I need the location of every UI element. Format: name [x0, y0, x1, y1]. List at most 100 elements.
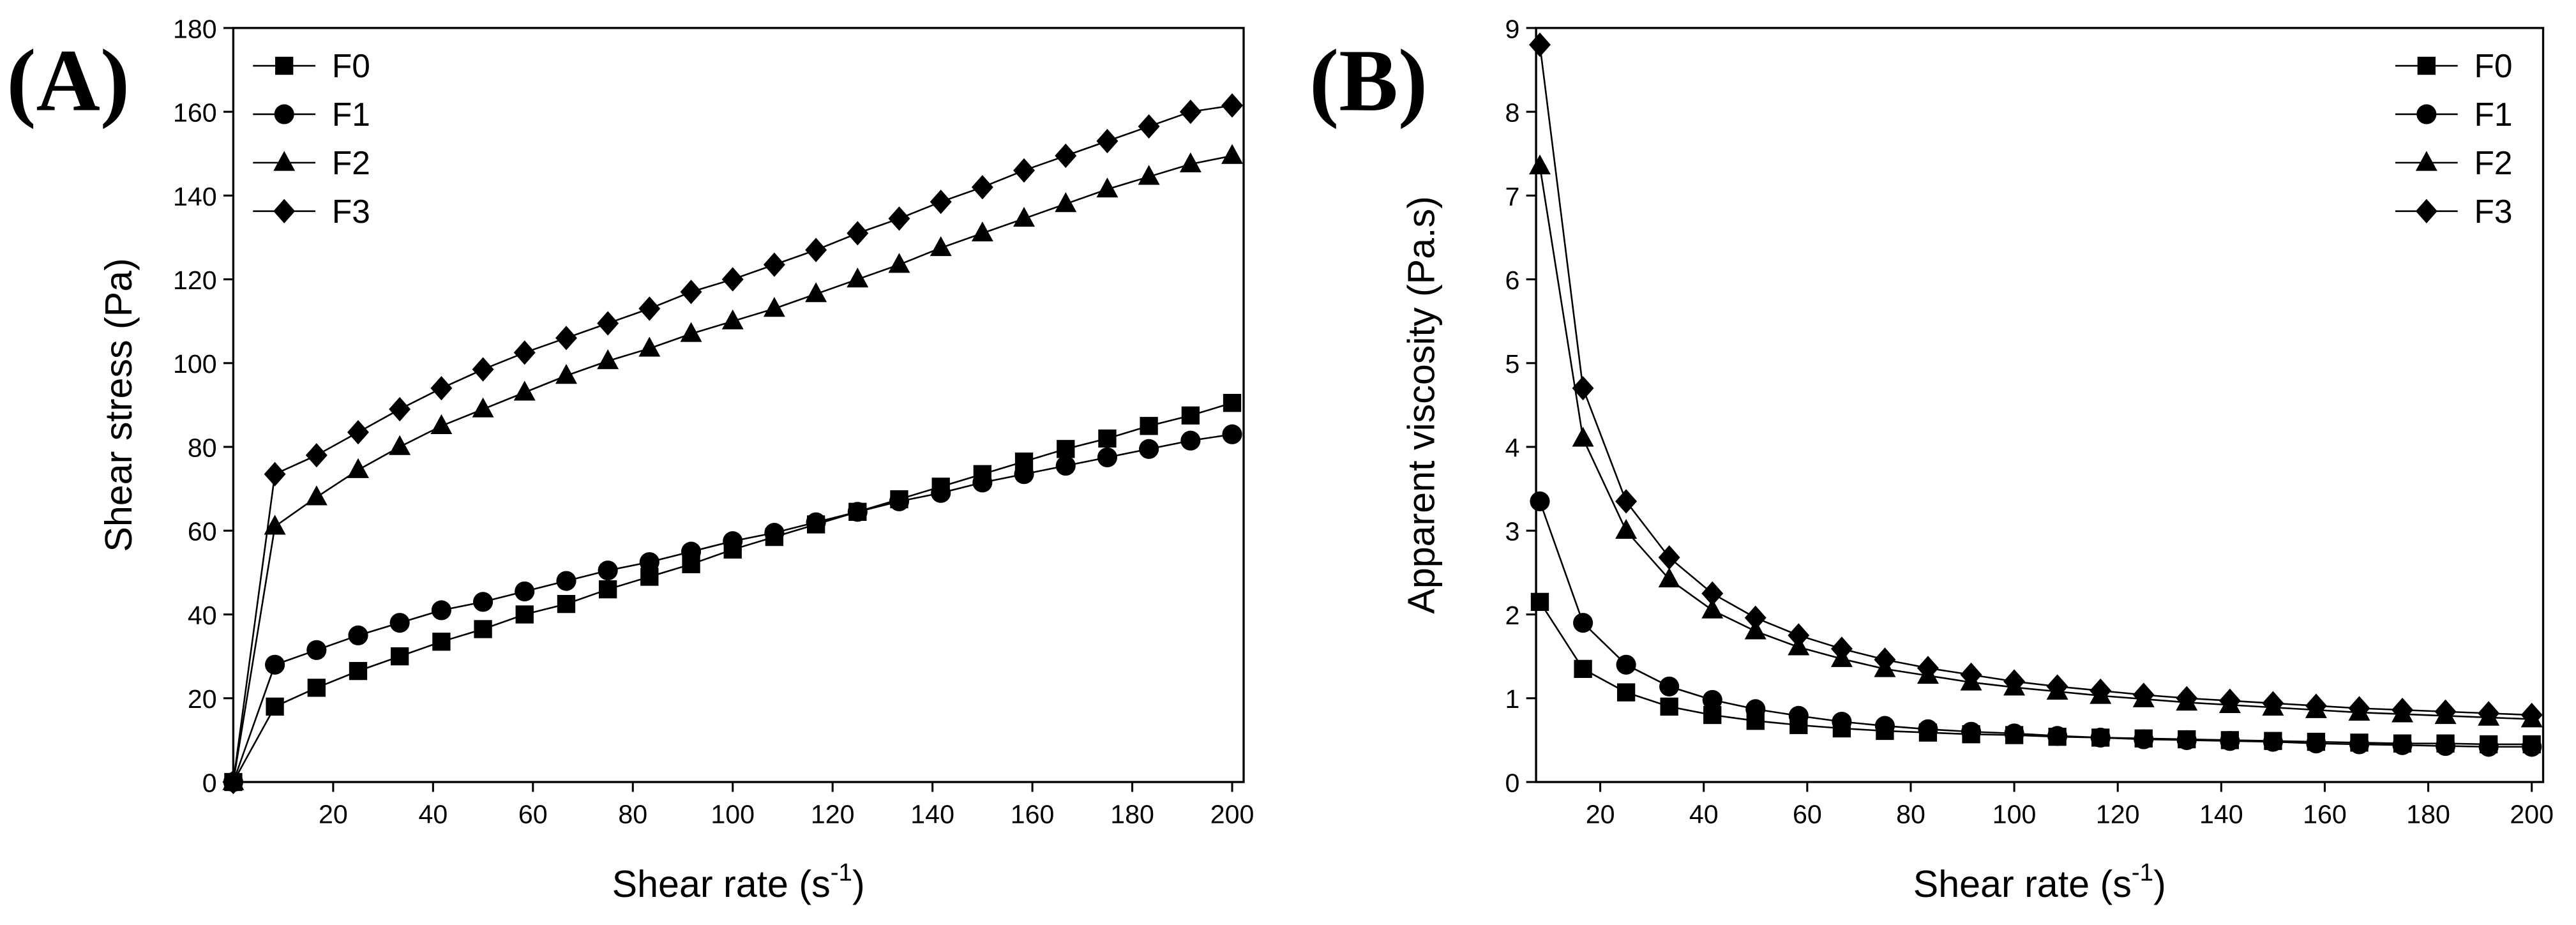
x-tick-label: 100: [711, 799, 755, 829]
marker: [389, 396, 411, 422]
x-tick-label: 40: [418, 799, 448, 829]
legend-label: F2: [2474, 144, 2512, 181]
marker: [2478, 737, 2499, 757]
marker: [348, 625, 368, 645]
marker: [2415, 151, 2437, 171]
series-line: [1539, 166, 2532, 720]
marker: [930, 236, 952, 257]
y-tick-label: 5: [1505, 349, 1519, 379]
x-tick-label: 160: [1011, 799, 1055, 829]
marker: [888, 206, 910, 231]
marker: [1529, 32, 1551, 57]
marker: [680, 280, 702, 305]
marker: [2220, 731, 2240, 751]
y-tick-label: 9: [1505, 14, 1519, 43]
marker: [805, 282, 827, 303]
marker: [889, 491, 910, 511]
marker: [1573, 613, 1593, 633]
marker: [805, 237, 827, 262]
plot-frame: [1535, 27, 2545, 783]
y-axis-label: Shear stress (Pa): [97, 258, 140, 552]
series-line: [232, 104, 1233, 783]
marker: [1055, 143, 1077, 169]
series-line: [1539, 601, 2532, 746]
marker: [1530, 491, 1550, 511]
marker: [273, 199, 296, 223]
x-tick-label: 20: [1586, 799, 1615, 829]
marker: [2417, 56, 2436, 75]
marker: [1744, 605, 1766, 630]
marker: [1140, 417, 1158, 435]
marker: [639, 552, 659, 573]
x-tick-label: 160: [2303, 799, 2347, 829]
marker: [1574, 659, 1592, 678]
marker: [474, 620, 492, 638]
y-tick-label: 7: [1505, 182, 1519, 211]
marker: [273, 151, 296, 171]
marker: [1874, 716, 1895, 736]
marker: [1832, 711, 1852, 732]
marker: [2349, 734, 2370, 755]
marker: [274, 104, 294, 124]
marker: [2478, 701, 2500, 726]
legend-label: F3: [332, 193, 370, 230]
marker: [597, 311, 619, 336]
series-line: [232, 433, 1233, 783]
marker: [1830, 636, 1853, 661]
marker: [2391, 698, 2414, 723]
marker: [597, 349, 619, 370]
marker: [763, 252, 785, 277]
x-tick-label: 60: [518, 799, 548, 829]
marker: [1096, 177, 1119, 198]
plot-frame: [232, 27, 1245, 783]
marker: [1221, 93, 1244, 118]
marker: [971, 221, 993, 242]
x-tick-label: 140: [910, 799, 954, 829]
x-tick-label: 80: [1896, 799, 1925, 829]
marker: [2520, 702, 2543, 728]
marker: [2348, 696, 2370, 721]
x-axis-label: Shear rate (s-1): [612, 859, 865, 905]
marker: [931, 483, 951, 503]
marker: [513, 380, 536, 401]
marker: [1138, 165, 1160, 185]
marker: [1572, 426, 1594, 447]
marker: [1658, 568, 1680, 588]
marker: [1096, 128, 1119, 154]
x-axis-label-text: Shear rate (s: [1913, 862, 2132, 905]
y-tick-label: 120: [173, 266, 217, 295]
marker: [430, 376, 453, 401]
marker: [721, 267, 744, 292]
marker: [2305, 693, 2327, 718]
y-tick-label: 100: [173, 349, 217, 379]
marker: [472, 592, 493, 612]
marker: [1874, 647, 1896, 672]
marker: [2416, 104, 2437, 124]
marker: [432, 633, 451, 651]
marker: [2134, 729, 2154, 749]
legend-label: F3: [2474, 193, 2512, 230]
marker: [2004, 723, 2024, 744]
marker: [472, 397, 494, 417]
marker: [2415, 199, 2437, 223]
marker: [347, 419, 369, 445]
y-tick-label: 40: [188, 601, 217, 630]
y-tick-label: 8: [1505, 98, 1519, 128]
marker: [847, 267, 869, 288]
marker: [847, 221, 869, 246]
marker: [515, 605, 534, 624]
marker: [1139, 439, 1159, 459]
y-tick-label: 2: [1505, 601, 1519, 630]
legend-label: F2: [332, 144, 370, 181]
y-tick-label: 20: [188, 684, 217, 714]
marker: [2436, 736, 2456, 756]
marker: [2434, 699, 2457, 724]
x-tick-label: 60: [1793, 799, 1822, 829]
y-tick-label: 6: [1505, 266, 1519, 295]
marker: [847, 502, 868, 522]
marker: [930, 190, 952, 214]
marker: [266, 697, 284, 716]
marker: [681, 541, 702, 562]
marker: [1097, 447, 1118, 468]
